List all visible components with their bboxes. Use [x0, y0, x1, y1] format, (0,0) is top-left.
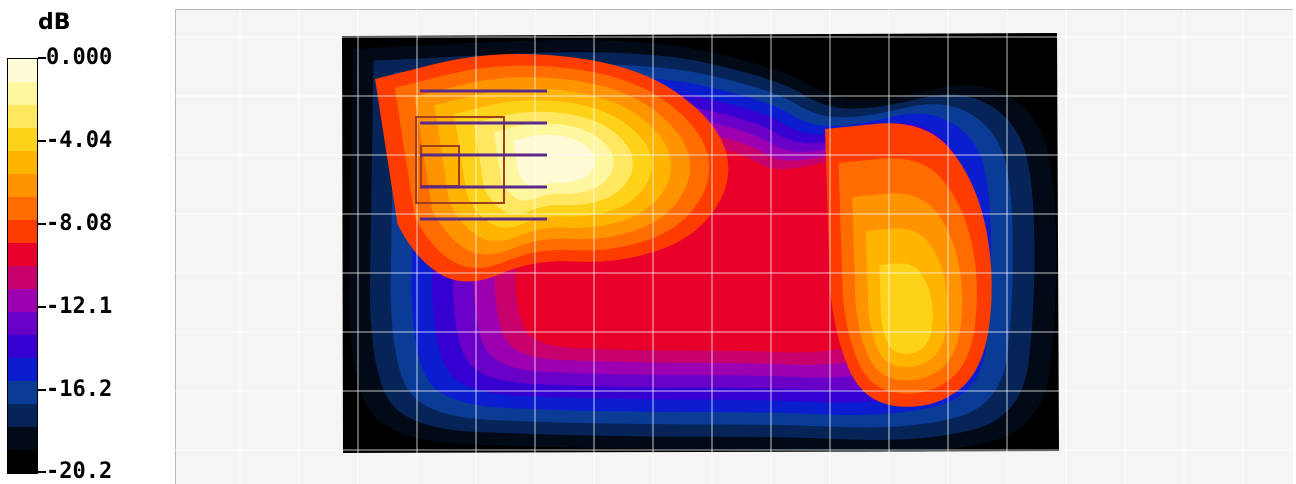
colorbar-swatch [8, 128, 37, 151]
colorbar-swatch [8, 174, 37, 197]
colorbar-swatch [8, 59, 37, 82]
colorbar-swatch [8, 358, 37, 381]
colorbar-tick [38, 389, 46, 391]
colorbar-swatch [8, 404, 37, 427]
colorbar-swatch [8, 450, 37, 473]
colorbar-tick [38, 223, 46, 225]
colorbar-tick [38, 140, 46, 142]
colorbar-swatch [8, 266, 37, 289]
colorbar-swatch [8, 105, 37, 128]
colorbar-swatch [8, 220, 37, 243]
colorbar-swatch [8, 243, 37, 266]
colorbar-swatch [8, 151, 37, 174]
heatmap-level [879, 263, 933, 354]
colorbar-tick-label: 0.000 [46, 45, 113, 70]
heatmap-plot [175, 9, 1293, 484]
transmitter-outline [415, 89, 547, 221]
colorbar-swatch [8, 82, 37, 105]
heatmap-level [513, 134, 595, 188]
legend-title: dB [38, 10, 71, 35]
colorbar-tick-label: -16.2 [46, 377, 113, 402]
colorbar-legend: dB 0.000 -4.04 -8.08 -12.1 -16.2 -20.2 [0, 0, 170, 484]
colorbar-tick [38, 471, 46, 473]
colorbar-swatch [8, 197, 37, 220]
colorbar-tick [38, 57, 46, 59]
colorbar-tick-label: -8.08 [46, 211, 113, 236]
colorbar-tick [38, 306, 46, 308]
colorbar-tick-label: -20.2 [46, 459, 113, 484]
colorbar-tick-label: -4.04 [46, 128, 113, 153]
colorbar-swatch [8, 427, 37, 450]
colorbar-swatch [8, 312, 37, 335]
colorbar-swatch [8, 289, 37, 312]
colorbar [7, 58, 38, 474]
colorbar-tick-label: -12.1 [46, 294, 113, 319]
colorbar-swatch [8, 335, 37, 358]
colorbar-swatch [8, 381, 37, 404]
